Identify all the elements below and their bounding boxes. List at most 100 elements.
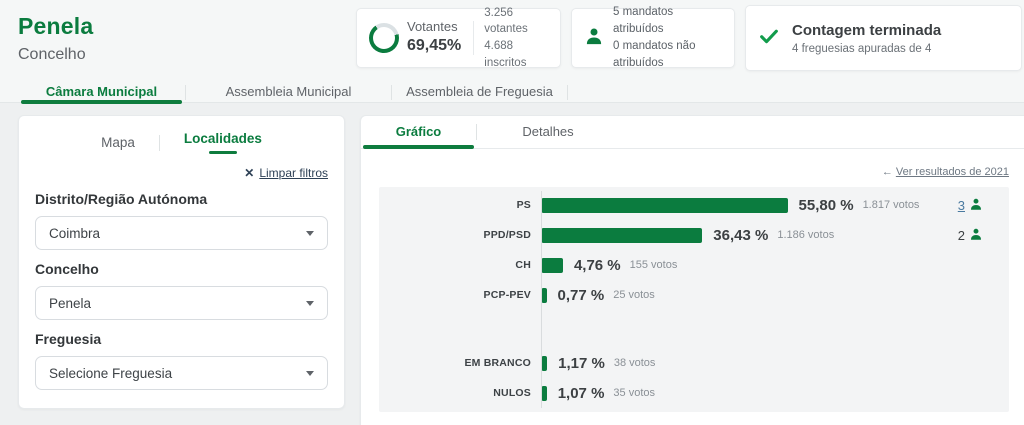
chart-row: NULOS 1,07 % 35 votos bbox=[379, 378, 1009, 408]
chevron-down-icon bbox=[306, 370, 314, 376]
contagem-subtitle: 4 freguesias apuradas de 4 bbox=[792, 42, 932, 55]
close-icon: ✕ bbox=[244, 166, 255, 180]
inscritos-count: 4.688 inscritos bbox=[484, 40, 527, 69]
distrito-select[interactable]: Coimbra bbox=[35, 216, 328, 250]
divider bbox=[473, 21, 475, 55]
tab-label: Assembleia Municipal bbox=[225, 84, 352, 99]
chevron-down-icon bbox=[306, 230, 314, 236]
check-icon bbox=[758, 25, 780, 52]
party-label: PCP-PEV bbox=[483, 289, 531, 301]
ver-resultados-2021-link[interactable]: ← Ver resultados de 2021 bbox=[882, 166, 1009, 178]
freguesia-label: Freguesia bbox=[35, 331, 102, 347]
party-label: EM BRANCO bbox=[464, 357, 531, 369]
contagem-card: Contagem terminada 4 freguesias apuradas… bbox=[745, 5, 1022, 71]
tab-assembleia-municipal[interactable]: Assembleia Municipal bbox=[186, 81, 391, 102]
chart-row: PS 55,80 % 1.817 votos 3 bbox=[379, 190, 1009, 220]
chart-group-spacer bbox=[379, 310, 1009, 348]
person-icon bbox=[969, 227, 983, 244]
votantes-percent: 69,45% bbox=[407, 37, 462, 55]
votantes-count: 3.256 votantes bbox=[484, 6, 528, 36]
chart-row: PCP-PEV 0,77 % 25 votos bbox=[379, 280, 1009, 310]
filters-panel: Mapa Localidades ✕ Limpar filtros Distri… bbox=[18, 115, 345, 409]
tab-mapa[interactable]: Mapa bbox=[101, 135, 135, 150]
mandatos-atribuidos: 5 mandatos atribuídos bbox=[613, 5, 674, 35]
percent-value: 4,76 % bbox=[573, 256, 621, 274]
tab-label: Câmara Municipal bbox=[45, 84, 158, 99]
chart-row: EM BRANCO 1,17 % 38 votos bbox=[379, 348, 1009, 378]
progress-ring-icon bbox=[369, 23, 399, 53]
tab-assembleia-freguesia[interactable]: Assembleia de Freguesia bbox=[392, 81, 567, 102]
concelho-select[interactable]: Penela bbox=[35, 286, 328, 320]
person-icon bbox=[584, 26, 604, 51]
distrito-label: Distrito/Região Autónoma bbox=[35, 191, 208, 207]
person-icon bbox=[969, 197, 983, 214]
percent-value: 0,77 % bbox=[557, 286, 605, 304]
party-label: PPD/PSD bbox=[483, 229, 531, 241]
page-subtitle: Concelho bbox=[18, 46, 86, 63]
percent-value: 36,43 % bbox=[713, 226, 769, 244]
bar bbox=[542, 355, 548, 371]
link-label: Ver resultados de 2021 bbox=[895, 166, 1009, 178]
percent-value: 1,07 % bbox=[557, 384, 605, 402]
mandates-count: 2 bbox=[957, 227, 965, 243]
tab-label: Localidades bbox=[183, 131, 262, 146]
arrow-left-icon: ← bbox=[881, 166, 893, 178]
votantes-card: Votantes 69,45% 3.256 votantes 4.688 ins… bbox=[356, 6, 561, 69]
tab-grafico[interactable]: Gráfico bbox=[361, 115, 476, 149]
chevron-down-icon bbox=[306, 300, 314, 306]
tab-label: Gráfico bbox=[395, 124, 442, 139]
party-label: PS bbox=[516, 199, 531, 211]
votes-count: 35 votos bbox=[613, 387, 655, 399]
clear-filters-link[interactable]: Limpar filtros bbox=[259, 166, 328, 180]
party-label: NULOS bbox=[493, 387, 531, 399]
tab-localidades[interactable]: Localidades bbox=[184, 131, 262, 154]
divider bbox=[158, 134, 160, 151]
active-tab-underline bbox=[208, 151, 237, 154]
divider bbox=[567, 84, 568, 100]
chart-axis-line bbox=[541, 191, 542, 408]
votes-count: 1.817 votos bbox=[862, 199, 920, 211]
votes-count: 1.186 votos bbox=[777, 229, 835, 241]
distrito-value: Coimbra bbox=[49, 225, 101, 241]
tab-detalhes[interactable]: Detalhes bbox=[477, 115, 619, 148]
votes-count: 25 votos bbox=[613, 289, 655, 301]
header-band: Penela Concelho Votantes 69,45% 3.256 vo… bbox=[0, 0, 1024, 104]
bar bbox=[542, 385, 547, 401]
concelho-value: Penela bbox=[49, 295, 92, 311]
freguesia-select[interactable]: Selecione Freguesia bbox=[35, 356, 328, 390]
tab-label: Mapa bbox=[101, 135, 135, 150]
bar bbox=[542, 227, 703, 243]
percent-value: 55,80 % bbox=[798, 196, 854, 214]
mandates-link[interactable]: 3 bbox=[957, 197, 965, 213]
contagem-title: Contagem terminada bbox=[792, 21, 942, 39]
divider bbox=[391, 84, 392, 100]
chart-row: CH 4,76 % 155 votos bbox=[379, 250, 1009, 280]
divider bbox=[185, 84, 186, 100]
main-tabs: Câmara Municipal Assembleia Municipal As… bbox=[0, 81, 1024, 104]
mandatos-nao-atribuidos: 0 mandatos não atribuídos bbox=[613, 40, 696, 70]
tab-label: Assembleia de Freguesia bbox=[406, 84, 553, 99]
active-tab-underline bbox=[363, 145, 474, 149]
bar bbox=[542, 197, 788, 213]
percent-value: 1,17 % bbox=[558, 354, 605, 372]
votantes-label: Votantes bbox=[407, 19, 458, 35]
summary-cards: Votantes 69,45% 3.256 votantes 4.688 ins… bbox=[356, 0, 1024, 71]
bar bbox=[542, 287, 547, 303]
concelho-label: Concelho bbox=[35, 261, 99, 277]
votes-count: 38 votos bbox=[613, 357, 656, 369]
results-panel: Gráfico Detalhes ← Ver resultados de 2021… bbox=[360, 115, 1024, 425]
tab-label: Detalhes bbox=[522, 124, 574, 139]
party-label: CH bbox=[515, 259, 531, 271]
tab-camara-municipal[interactable]: Câmara Municipal bbox=[18, 81, 185, 104]
mandatos-card: 5 mandatos atribuídos 0 mandatos não atr… bbox=[571, 6, 735, 69]
bar bbox=[542, 257, 563, 273]
results-bar-chart: PS 55,80 % 1.817 votos 3 PPD/PSD 36,43 %… bbox=[379, 187, 1009, 412]
votes-count: 155 votos bbox=[629, 259, 678, 271]
freguesia-value: Selecione Freguesia bbox=[49, 365, 173, 381]
page-title: Penela bbox=[18, 13, 94, 39]
results-tabs: Gráfico Detalhes bbox=[361, 116, 1024, 149]
active-tab-underline bbox=[21, 100, 182, 104]
chart-row: PPD/PSD 36,43 % 1.186 votos 2 bbox=[379, 220, 1009, 250]
divider bbox=[476, 124, 477, 140]
